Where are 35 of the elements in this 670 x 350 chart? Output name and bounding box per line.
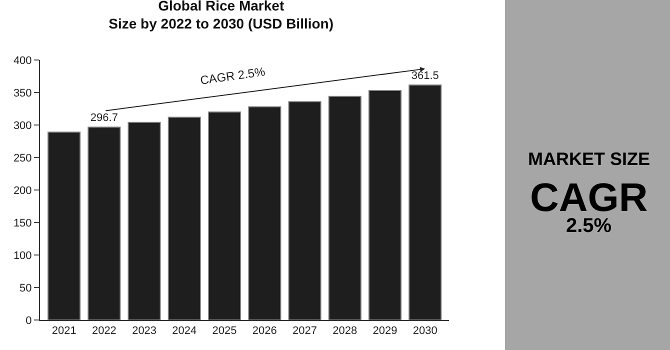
y-tick-label: 50: [20, 282, 32, 294]
bar: [248, 106, 282, 320]
y-tick-label: 0: [26, 314, 32, 327]
x-tick-label: 2029: [372, 325, 398, 338]
y-tick-label: 250: [13, 152, 32, 164]
annotation: CAGR 2.5%: [199, 64, 266, 88]
x-tick-label: 2021: [52, 325, 76, 338]
y-tick-label: 150: [13, 217, 32, 230]
x-tick-label: 2023: [132, 325, 157, 338]
x-tick-label: 2030: [412, 325, 438, 338]
bar: [128, 122, 161, 320]
y-tick-label: 350: [13, 87, 32, 100]
bar: [168, 116, 201, 320]
bar: [288, 101, 322, 320]
x-tick-label: 2026: [252, 325, 277, 338]
bar: [48, 132, 81, 320]
data-label: 361.5: [411, 70, 439, 82]
bar: [328, 96, 362, 320]
y-tick-label: 200: [13, 184, 32, 197]
x-tick-label: 2027: [292, 325, 318, 338]
bar: [408, 84, 442, 320]
text: 2.5%: [566, 215, 612, 237]
x-tick-label: 2028: [332, 325, 358, 338]
x-tick-label: 2022: [92, 325, 116, 338]
bar: [88, 126, 121, 320]
y-tick-label: 300: [13, 120, 32, 132]
chart-title: Global Rice Market Size by 2022 to 2030 (USD Billion): [108, 0, 334, 32]
bar: [368, 90, 402, 320]
y-tick-label: 400: [13, 54, 32, 67]
y-tick-label: 100: [13, 250, 32, 262]
text: MARKET SIZE: [528, 149, 650, 169]
x-tick-label: 2025: [212, 325, 237, 338]
bar: [208, 112, 242, 320]
data-label: 296.7: [90, 112, 118, 124]
x-tick-label: 2024: [172, 325, 197, 338]
